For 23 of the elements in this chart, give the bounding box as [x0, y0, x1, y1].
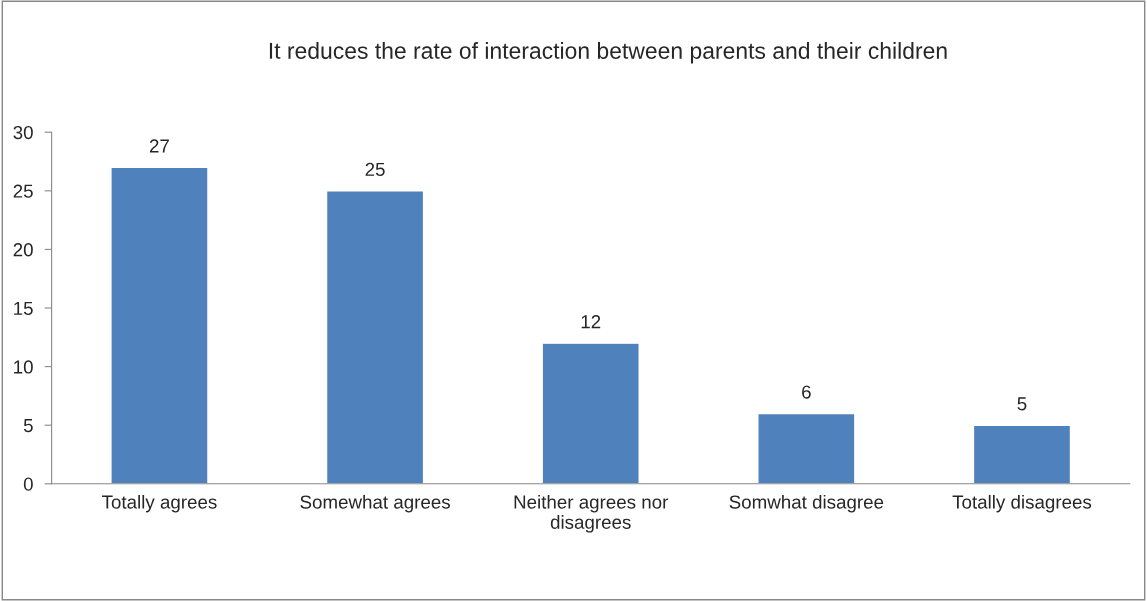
x-tick-label: Totally agrees	[102, 494, 217, 513]
bar	[972, 424, 1072, 484]
data-label: 5	[1017, 397, 1027, 411]
y-tick-label: 0	[23, 477, 33, 491]
y-tick-label: 30	[13, 125, 33, 140]
x-tick-label: Somwhat disagree	[729, 494, 884, 513]
data-label: 27	[149, 139, 169, 153]
bar	[757, 412, 856, 484]
bar	[325, 190, 425, 484]
data-label: 12	[581, 315, 601, 329]
data-label: 6	[802, 385, 811, 399]
y-tick-label: 10	[14, 360, 33, 374]
x-tick-label: Somewhat agrees	[300, 494, 450, 513]
y-tick-label: 15	[14, 301, 33, 315]
data-label: 25	[365, 162, 385, 176]
x-tick-label: Totally disagrees	[952, 494, 1092, 513]
x-tick-label: Neither agrees nor disagrees	[514, 494, 669, 533]
bar	[541, 342, 640, 484]
y-tick-label: 5	[23, 419, 33, 433]
y-tick-label: 25	[13, 184, 33, 198]
y-tick-label: 20	[13, 243, 33, 257]
chart-title: It reduces the rate of interaction between parents and their children	[269, 42, 947, 64]
bar	[110, 166, 209, 484]
